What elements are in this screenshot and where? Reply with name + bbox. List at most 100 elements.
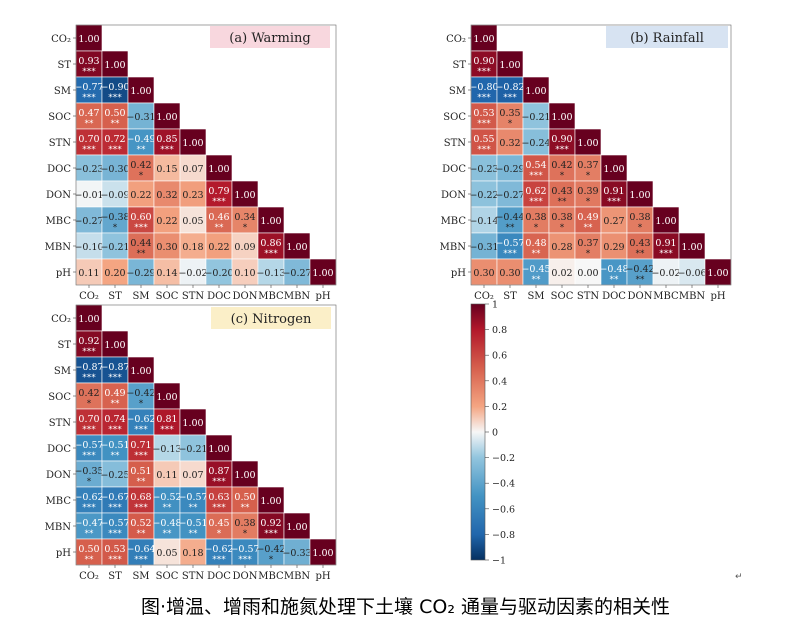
cell-value-label: 0.51 [130,466,151,477]
cell-value-label: −0.42 [256,544,285,555]
column-tick-label: CO₂ [79,571,99,582]
cell-value-label: 0.47 [78,108,99,119]
cell-value-label: −0.48 [599,264,628,275]
cell-significance-label: ** [189,503,199,513]
column-tick-label: MBN [284,291,311,302]
heatmap-cell [548,102,576,130]
cell-value-label: 0.34 [234,212,255,223]
cell-significance-label: ** [111,451,121,461]
cell-significance-label: *** [477,145,491,155]
heatmap-cell [470,154,498,182]
cell-value-label: 0.05 [182,216,203,227]
cell-value-label: −0.87 [100,362,129,373]
heatmap-cell [574,154,602,182]
colorbar-tick-label: −1 [492,556,506,567]
cell-value-label: −0.67 [100,492,129,503]
cell-value-label: 0.72 [104,134,125,145]
column-tick-label: MBN [284,571,311,582]
cell-significance-label: * [586,197,591,207]
row-tick-label: SOC [48,392,71,403]
cell-significance-label: ** [111,119,121,129]
cell-significance-label: * [139,399,144,409]
cell-value-label: −0.27 [74,216,103,227]
cell-value-label: 1.00 [525,86,546,97]
panel-label: (b) Rainfall [630,31,704,46]
row-tick-label: MBC [441,216,467,227]
cell-value-label: −0.82 [495,82,524,93]
cell-value-label: 0.14 [156,268,177,279]
heatmap-cell [205,180,233,208]
cell-significance-label: *** [108,373,122,383]
cell-value-label: −0.48 [152,518,181,529]
heatmap-cell [231,538,259,566]
heatmap-cell [257,258,285,286]
cell-significance-label: * [87,477,92,487]
cell-significance-label: ** [506,223,516,233]
heatmap-cell [283,258,311,286]
cell-significance-label: *** [160,145,174,155]
heatmap-cell [127,434,155,462]
column-tick-label: DON [628,291,653,302]
heatmap-cell [309,258,337,286]
figure-canvas: (a) Warming1.000.93***1.00−0.77***−0.90*… [45,24,732,582]
cell-significance-label: *** [264,529,278,539]
cell-significance-label: ** [137,145,147,155]
cell-value-label: 0.38 [629,212,650,223]
cell-value-label: −0.87 [74,362,103,373]
heatmap-cell [522,258,550,286]
row-tick-label: DON [441,190,466,201]
cell-value-label: 0.50 [104,108,125,119]
cell-value-label: 0.90 [473,56,494,67]
cell-value-label: 1.00 [182,418,203,429]
cell-value-label: 0.45 [208,518,229,529]
heatmap-cell [205,232,233,260]
column-tick-label: DOC [207,571,231,582]
cell-significance-label: *** [212,477,226,487]
cell-significance-label: ** [215,223,225,233]
cell-value-label: −0.27 [282,268,311,279]
row-tick-label: MBN [45,242,72,253]
cell-significance-label: *** [134,223,148,233]
row-tick-label: DOC [47,164,71,175]
cell-significance-label: ** [111,399,121,409]
cell-value-label: 0.70 [78,134,99,145]
cell-value-label: 0.50 [234,492,255,503]
cell-value-label: 0.38 [234,518,255,529]
cell-significance-label: *** [212,555,226,565]
cell-value-label: 1.00 [130,366,151,377]
heatmap-cell [101,382,129,410]
cell-value-label: 0.87 [208,466,229,477]
cell-value-label: 1.00 [499,60,520,71]
row-tick-label: pH [56,268,71,279]
cell-value-label: −0.33 [282,548,311,559]
cell-significance-label: *** [264,249,278,259]
cell-value-label: −0.47 [74,518,103,529]
column-tick-label: ST [108,291,122,302]
cell-value-label: −0.29 [495,164,524,175]
cell-value-label: 1.00 [78,34,99,45]
row-tick-label: pH [451,268,466,279]
cell-significance-label: *** [108,425,122,435]
cell-value-label: 0.44 [130,238,151,249]
colorbar-tick-label: 0.6 [492,351,507,362]
heatmap-cell [470,76,498,104]
heatmap-cell [309,538,337,566]
heatmap-cell [548,206,576,234]
heatmap-cell [205,434,233,462]
cell-value-label: −0.52 [152,492,181,503]
heatmap-cell [205,486,233,514]
row-tick-label: MBN [45,522,72,533]
cell-value-label: 1.00 [130,86,151,97]
heatmap-cell [652,206,680,234]
heatmap-cell [75,102,103,130]
column-tick-label: SM [132,291,149,302]
heatmap-cell [127,76,155,104]
cell-value-label: 0.93 [78,56,99,67]
heatmap-cell [101,232,129,260]
cell-significance-label: ** [137,477,147,487]
heatmap-cell [496,50,524,78]
heatmap-cell [153,382,181,410]
cell-value-label: 0.79 [208,186,229,197]
cell-value-label: 1.00 [156,392,177,403]
column-tick-label: DON [233,571,258,582]
